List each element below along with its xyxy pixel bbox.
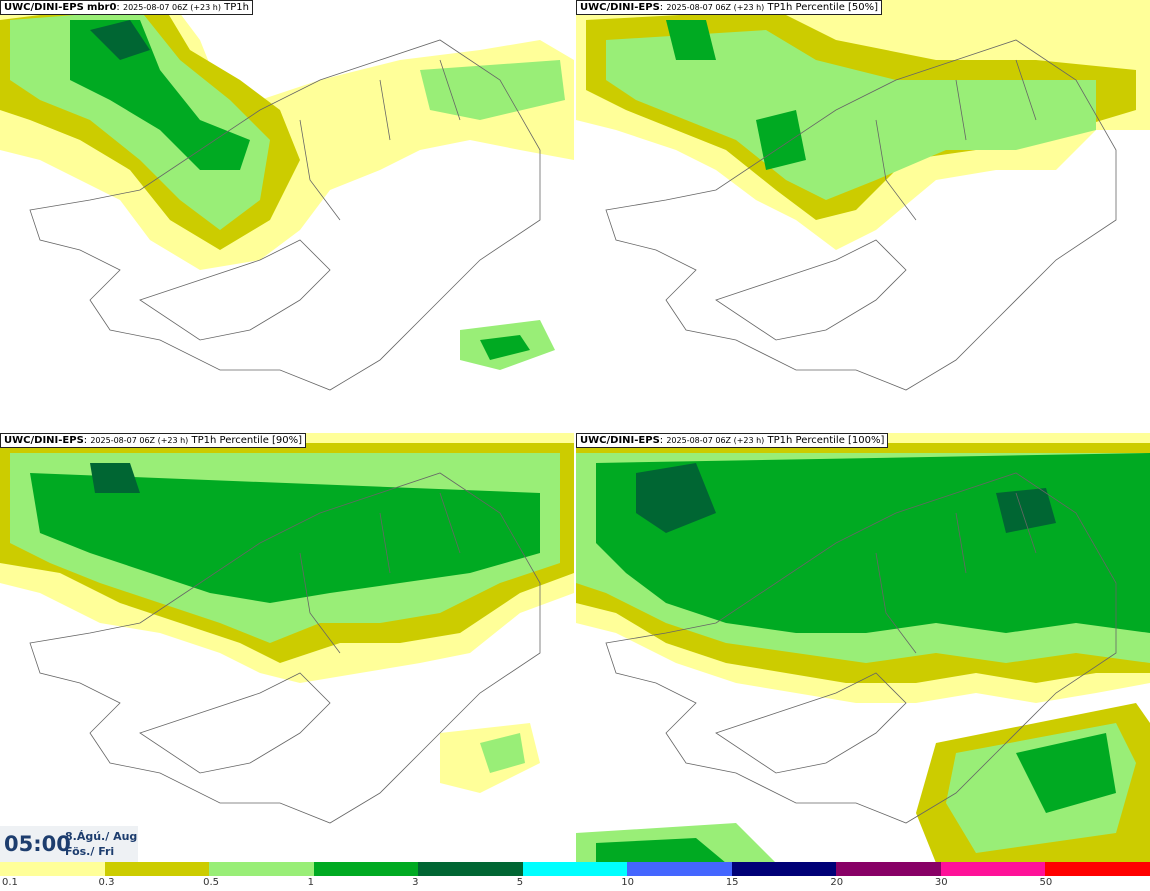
precip-map [576,433,1150,863]
map-panel-p100: UWC/DINI-EPS: 2025-08-07 06Z (+23 h) TP1… [576,433,1150,863]
legend-swatch [1045,862,1150,876]
panel-title: UWC/DINI-EPS: 2025-08-07 06Z (+23 h) TP1… [0,433,307,448]
legend-swatch [940,862,1046,876]
panel-title: UWC/DINI-EPS: 2025-08-07 06Z (+23 h) TP1… [576,0,883,15]
legend-swatch [731,862,837,876]
legend-tick-label: 3 [412,877,419,888]
valid-time: 05:00 [4,832,71,856]
legend-swatch [104,862,210,876]
map-panel-p50: UWC/DINI-EPS: 2025-08-07 06Z (+23 h) TP1… [576,0,1150,430]
valid-time-box: 05:00 8.Ágú./ Aug Fös./ Fri [0,826,138,862]
valid-date-line1: 8.Ágú./ Aug [65,830,138,843]
legend-swatch [418,862,524,876]
legend-swatch [209,862,315,876]
legend-tick-label: 1 [307,877,314,888]
legend-tick-label: 5 [516,877,524,888]
precip-map [576,0,1150,391]
legend-swatch [627,862,733,876]
legend-swatch [313,862,419,876]
legend-tick-label: 10 [621,877,634,888]
legend-tick-label: 0.3 [98,877,115,888]
precip-legend: 0.1 0.3 0.5 1 3 5 10 15 20 30 50 [0,862,1150,891]
legend-swatch [0,862,106,876]
legend-tick-label: 50 [1039,877,1053,888]
panel-title: UWC/DINI-EPS: 2025-08-07 06Z (+23 h) TP1… [576,433,889,448]
legend-swatch [836,862,942,876]
panel-title: UWC/DINI-EPS mbr0: 2025-08-07 06Z (+23 h… [0,0,253,15]
legend-tick-label: 0.5 [203,877,219,888]
legend-tick-label: 30 [934,877,948,888]
legend-tick-label: 20 [830,877,844,888]
precip-map [0,0,574,391]
legend-tick-label: 0.1 [2,877,18,888]
map-panel-p90: UWC/DINI-EPS: 2025-08-07 06Z (+23 h) TP1… [0,433,574,863]
map-panel-mbr0: UWC/DINI-EPS mbr0: 2025-08-07 06Z (+23 h… [0,0,574,430]
valid-date-line2: Fös./ Fri [65,845,115,858]
precip-map [0,433,574,824]
legend-swatch [522,862,628,876]
legend-tick-label: 15 [725,877,739,888]
